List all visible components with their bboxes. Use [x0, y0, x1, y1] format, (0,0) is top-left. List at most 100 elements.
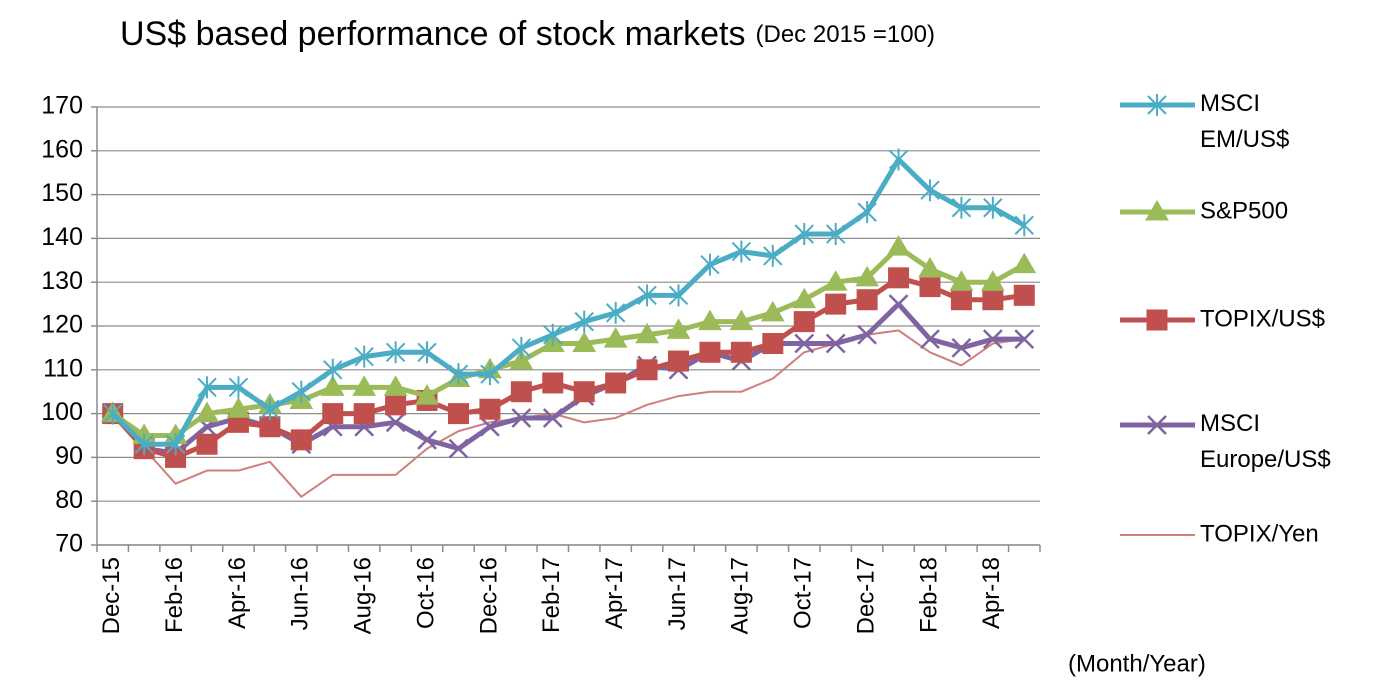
marker — [510, 381, 532, 403]
marker — [918, 257, 942, 278]
series-line — [110, 275, 1025, 460]
marker — [1014, 329, 1035, 350]
marker — [197, 376, 217, 399]
marker — [383, 375, 408, 396]
x-tick-label: Jun-16 — [287, 557, 314, 630]
marker — [479, 398, 501, 420]
marker — [951, 196, 972, 219]
marker — [857, 324, 878, 345]
marker — [195, 401, 219, 423]
series — [102, 267, 1035, 468]
marker — [794, 223, 814, 246]
legend-label: MSCI Europe/US$ — [1200, 410, 1331, 473]
marker — [825, 223, 846, 246]
subtitle-text: (Dec 2015 =100) — [756, 21, 935, 48]
y-tick-label: 130 — [41, 267, 83, 295]
marker — [323, 358, 343, 381]
marker — [385, 412, 406, 433]
x-tick-label: Feb-18 — [915, 557, 942, 633]
marker — [448, 438, 469, 459]
legend-item: TOPIX/US$ — [1120, 305, 1325, 332]
y-tick-label: 110 — [43, 354, 83, 382]
y-tick-label: 90 — [55, 442, 83, 470]
marker — [1147, 94, 1167, 116]
marker — [291, 380, 312, 403]
marker — [700, 253, 720, 276]
marker — [1013, 284, 1035, 306]
marker — [542, 408, 563, 428]
marker — [762, 333, 784, 355]
marker — [888, 294, 909, 314]
marker — [794, 333, 815, 354]
legend-label: S&P500 — [1200, 197, 1288, 224]
marker — [354, 345, 374, 368]
marker — [825, 333, 846, 354]
x-tick-label: Feb-16 — [161, 557, 188, 633]
chart-title: US$ based performance of stock markets (D… — [120, 15, 935, 53]
marker — [731, 240, 752, 263]
marker — [572, 331, 597, 353]
y-tick-label: 100 — [41, 398, 83, 426]
legend-item: MSCI EM/US$ — [1120, 90, 1289, 153]
marker — [1012, 252, 1037, 274]
y-tick-label: 80 — [55, 486, 83, 514]
marker — [760, 300, 785, 322]
marker — [857, 201, 877, 224]
marker — [574, 310, 594, 333]
marker — [1014, 214, 1034, 237]
marker — [729, 309, 754, 331]
x-tick-label: Apr-18 — [978, 557, 1005, 629]
marker — [1146, 309, 1168, 331]
marker — [886, 235, 911, 256]
marker — [763, 244, 783, 267]
marker — [417, 341, 437, 364]
marker — [666, 318, 691, 339]
marker — [509, 349, 534, 370]
marker — [636, 359, 658, 381]
marker — [134, 433, 154, 456]
marker — [320, 375, 345, 396]
marker — [668, 350, 690, 372]
series — [103, 148, 1034, 456]
marker — [605, 301, 626, 324]
marker — [1147, 415, 1167, 435]
marker — [352, 375, 377, 396]
marker — [856, 289, 878, 311]
marker — [480, 363, 500, 386]
marker — [668, 284, 689, 307]
x-tick-label: Oct-17 — [790, 557, 817, 629]
marker — [919, 276, 941, 298]
marker — [542, 372, 564, 394]
marker — [448, 363, 469, 386]
marker — [228, 376, 249, 399]
series — [102, 294, 1035, 463]
marker — [385, 394, 407, 416]
legend-label: TOPIX/US$ — [1200, 305, 1325, 332]
marker — [447, 403, 469, 425]
legend-item: TOPIX/Yen — [1120, 520, 1319, 547]
x-tick-label: Dec-17 — [852, 557, 879, 634]
x-tick-label: Oct-16 — [412, 557, 439, 629]
legend-label: MSCI EM/US$ — [1200, 90, 1289, 153]
x-tick-label: Dec-16 — [475, 557, 502, 634]
x-tick-label: Apr-17 — [601, 557, 628, 629]
marker — [793, 311, 815, 333]
series-line — [111, 329, 1025, 498]
marker — [290, 429, 312, 451]
title-text: US$ based performance of stock markets — [120, 15, 746, 53]
marker — [605, 372, 627, 394]
legend-item: S&P500 — [1120, 197, 1288, 224]
marker — [920, 179, 940, 202]
legend-line: Europe/US$ — [1200, 446, 1331, 473]
x-tick-label: Apr-16 — [224, 557, 251, 629]
x-tick-label: Aug-16 — [350, 557, 377, 634]
legend-line: EM/US$ — [1200, 126, 1289, 153]
marker — [165, 433, 186, 456]
marker — [635, 322, 659, 344]
y-tick-label: 150 — [41, 179, 83, 207]
legend-label: TOPIX/Yen — [1200, 520, 1319, 547]
marker — [196, 433, 218, 455]
marker — [543, 323, 563, 346]
marker — [511, 336, 532, 359]
y-tick-label: 120 — [41, 311, 83, 339]
